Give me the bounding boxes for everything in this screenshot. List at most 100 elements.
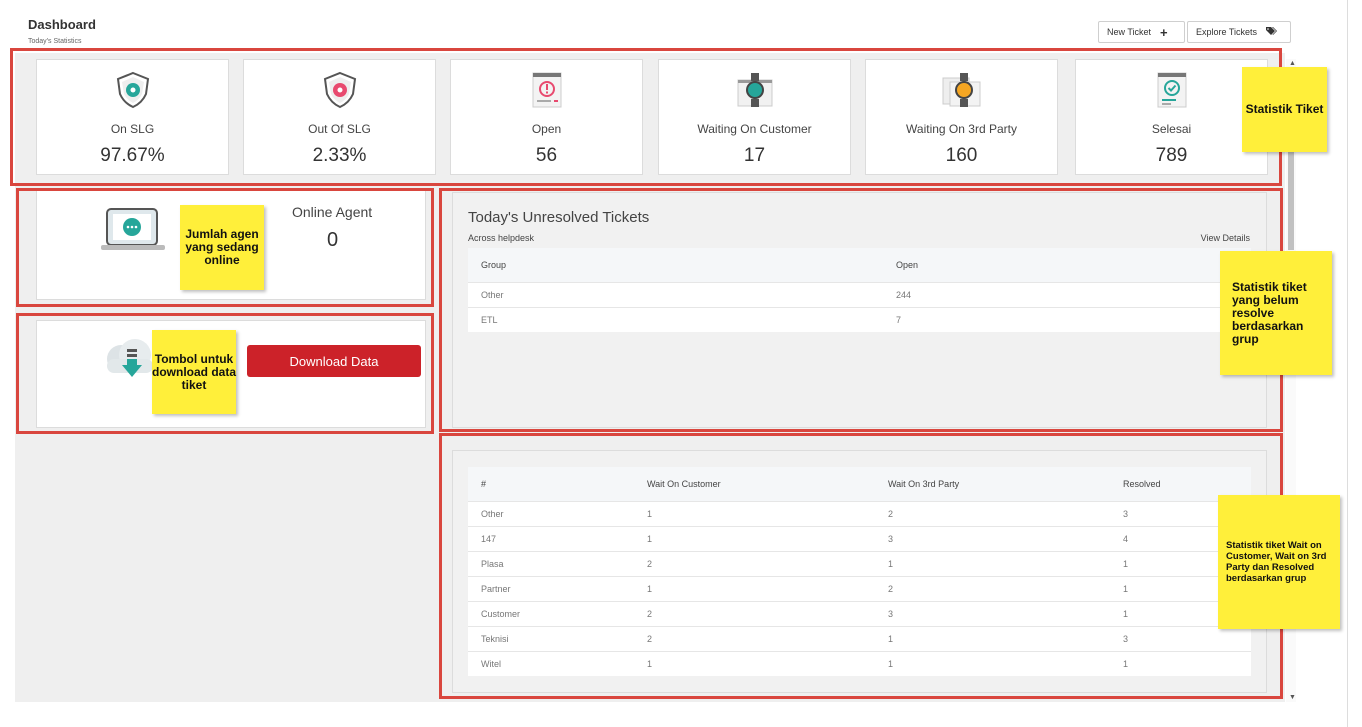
table-cell: 244	[883, 281, 1251, 307]
table-cell: Partner	[468, 575, 634, 601]
stat-label: Out Of SLG	[308, 122, 371, 136]
sticky-note-unresolved: Statistik tiket yang belum resolve berda…	[1220, 251, 1332, 375]
table-header-row: # Wait On Customer Wait On 3rd Party Res…	[468, 467, 1251, 501]
shield-gear-icon	[320, 70, 360, 110]
window-edge	[1347, 0, 1348, 727]
table-cell: Other	[468, 500, 634, 526]
table-cell: 1	[1110, 650, 1251, 676]
table-cell: 2	[875, 575, 1110, 601]
table-row: Plasa 2 1 1	[468, 550, 1251, 576]
document-watch-icon	[942, 70, 982, 110]
table-row: Teknisi 2 1 3	[468, 625, 1251, 651]
table-cell: Plasa	[468, 550, 634, 576]
scroll-up-icon[interactable]: ▲	[1289, 60, 1296, 67]
plus-icon: +	[1160, 24, 1168, 40]
table-cell: Witel	[468, 650, 634, 676]
stat-label: Selesai	[1151, 122, 1192, 136]
shield-gear-icon	[113, 70, 153, 110]
table-cell: Other	[468, 281, 883, 307]
column-header: Group	[468, 248, 883, 282]
stat-card-waiting-3rd-party: Waiting On 3rd Party 160	[865, 59, 1058, 175]
table-cell: 7	[883, 306, 1251, 332]
table-cell: 1	[634, 525, 875, 551]
table-cell: 2	[634, 600, 875, 626]
stat-value: 17	[743, 145, 766, 166]
table-row: Other 244	[468, 281, 1251, 307]
sticky-note-groups: Statistik tiket Wait on Customer, Wait o…	[1218, 495, 1340, 629]
stat-card-waiting-customer: Waiting On Customer 17	[658, 59, 851, 175]
annotation-box-agent	[16, 188, 434, 307]
unresolved-table: Group Open Other 244 ETL 7	[468, 248, 1251, 332]
stat-value: 2.33%	[312, 145, 367, 166]
table-cell: Teknisi	[468, 625, 634, 651]
tags-icon	[1266, 26, 1278, 38]
stat-card-out-of-slg: Out Of SLG 2.33%	[243, 59, 436, 175]
scrollbar-thumb[interactable]	[1288, 70, 1294, 250]
table-cell: Customer	[468, 600, 634, 626]
stat-value: 160	[945, 145, 978, 166]
online-agent-label: Online Agent	[292, 204, 373, 220]
column-header: #	[468, 467, 634, 501]
cloud-download-icon	[99, 335, 159, 390]
annotation-box-download	[16, 313, 434, 434]
explore-tickets-label: Explore Tickets	[1196, 27, 1258, 37]
stat-value: 789	[1155, 145, 1188, 166]
online-agent-value: 0	[327, 229, 339, 251]
new-ticket-button[interactable]: New Ticket +	[1098, 21, 1185, 43]
table-cell: 2	[634, 550, 875, 576]
table-cell: 1	[875, 550, 1110, 576]
unresolved-tickets-panel: Today's Unresolved Tickets Across helpde…	[452, 192, 1267, 428]
stat-label: Open	[531, 122, 562, 136]
stat-card-selesai: Selesai 789	[1075, 59, 1268, 175]
table-cell: 1	[634, 575, 875, 601]
annotation-box-unresolved	[439, 188, 1283, 432]
stat-label: Waiting On Customer	[697, 122, 812, 136]
sticky-note-download: Tombol untuk download data tiket	[152, 330, 236, 414]
table-header-row: Group Open	[468, 248, 1251, 282]
table-cell: 3	[875, 525, 1110, 551]
table-row: Witel 1 1 1	[468, 650, 1251, 676]
annotation-box-groups	[439, 433, 1283, 699]
table-cell: 3	[1110, 625, 1251, 651]
vertical-scrollbar[interactable]	[1286, 59, 1296, 702]
column-header: Wait On Customer	[634, 467, 875, 501]
document-check-icon	[1152, 70, 1192, 110]
table-cell: 147	[468, 525, 634, 551]
sticky-note-stats: Statistik Tiket	[1242, 67, 1327, 152]
scroll-down-icon[interactable]: ▼	[1289, 694, 1296, 701]
sticky-note-agent: Jumlah agen yang sedang online	[180, 205, 264, 290]
table-cell: 2	[875, 500, 1110, 526]
view-details-link[interactable]: View Details	[1200, 233, 1250, 243]
stat-label: Waiting On 3rd Party	[906, 122, 1017, 136]
table-cell: 2	[634, 625, 875, 651]
agent-chat-icon	[101, 205, 173, 260]
column-header: Open	[883, 248, 1251, 282]
annotation-box-stats	[10, 48, 1282, 186]
table-cell: 1	[634, 500, 875, 526]
document-alert-icon	[527, 70, 567, 110]
table-cell: 1	[875, 650, 1110, 676]
column-header: Wait On 3rd Party	[875, 467, 1110, 501]
table-cell: 3	[875, 600, 1110, 626]
table-cell: 1	[634, 650, 875, 676]
stat-card-open: Open 56	[450, 59, 643, 175]
group-stats-table: # Wait On Customer Wait On 3rd Party Res…	[468, 467, 1251, 676]
unresolved-title: Today's Unresolved Tickets	[468, 209, 650, 226]
explore-tickets-button[interactable]: Explore Tickets	[1187, 21, 1291, 43]
stat-label: On SLG	[110, 122, 155, 136]
stat-value: 56	[535, 145, 558, 166]
page-subtitle: Today's Statistics	[28, 38, 82, 45]
table-row: Other 1 2 3	[468, 500, 1251, 526]
table-cell: ETL	[468, 306, 883, 332]
table-row: ETL 7	[468, 306, 1251, 332]
new-ticket-label: New Ticket	[1107, 27, 1152, 37]
page-title: Dashboard	[28, 17, 96, 32]
stat-value: 97.67%	[100, 145, 165, 166]
table-cell: 1	[875, 625, 1110, 651]
stat-card-on-slg: On SLG 97.67%	[36, 59, 229, 175]
download-data-button[interactable]: Download Data	[247, 345, 421, 377]
unresolved-subtitle: Across helpdesk	[468, 233, 535, 243]
group-stats-panel: # Wait On Customer Wait On 3rd Party Res…	[452, 450, 1267, 693]
document-watch-icon	[735, 70, 775, 110]
